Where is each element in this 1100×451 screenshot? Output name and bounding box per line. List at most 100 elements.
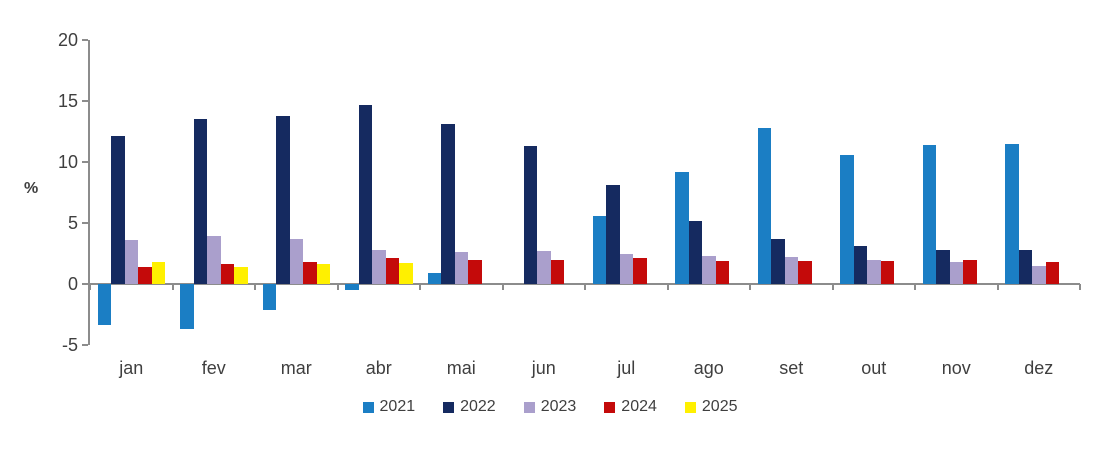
x-tick (666, 284, 669, 290)
bar-2021-jan (97, 284, 111, 326)
bar-2023-dez (1032, 265, 1046, 284)
bar-2021-dez (1005, 143, 1019, 284)
bar-2022-mar (276, 115, 290, 284)
bar-2023-abr (372, 249, 386, 284)
bar-2022-jan (111, 136, 125, 284)
bar-2022-jul (606, 185, 620, 284)
month-label-jun: jun (531, 358, 556, 378)
y-tick (82, 100, 88, 102)
bar-2021-mar (262, 284, 276, 310)
legend-item-2022: 2022 (443, 398, 496, 416)
bar-2024-dez (1045, 262, 1059, 284)
bar-2024-set (798, 260, 812, 284)
bar-2024-out (880, 260, 894, 284)
bar-2024-abr (385, 258, 399, 284)
bar-2023-jun (537, 251, 551, 284)
month-label-mai: mai (446, 358, 476, 378)
bar-2022-abr (358, 104, 372, 284)
y-tick-label: 0 (67, 274, 78, 294)
x-tick (419, 284, 421, 290)
bar-2024-mar (303, 262, 317, 284)
bar-2024-nov (963, 259, 977, 284)
month-label-ago: ago (693, 358, 724, 378)
legend-label-2023: 2023 (540, 398, 577, 415)
bar-2025-fev (234, 266, 248, 284)
y-axis-line (88, 40, 90, 345)
y-tick (82, 344, 88, 346)
y-tick-label: 5 (67, 213, 78, 233)
y-tick (82, 161, 88, 163)
month-label-mar: mar (280, 358, 312, 378)
bar-2021-set (757, 127, 771, 284)
legend-swatch-2022 (443, 401, 455, 413)
month-label-jan: jan (119, 358, 144, 378)
bar-2022-fev (193, 119, 207, 284)
x-tick (996, 284, 999, 290)
bar-2021-nov (922, 144, 936, 284)
bar-2021-jul (592, 215, 606, 284)
legend: 2021 2022 2023 2024 2025 (0, 398, 1100, 416)
legend-item-2025: 2025 (684, 398, 738, 416)
bar-2025-mar (316, 264, 330, 284)
bar-2022-ago (688, 220, 702, 284)
bar-2024-jul (633, 258, 647, 284)
bar-2024-mai (468, 259, 482, 284)
bar-2023-out (867, 259, 881, 284)
x-tick (831, 284, 834, 290)
y-tick-label: 15 (57, 91, 78, 111)
bar-2021-out (840, 154, 854, 284)
bar-2023-ago (702, 255, 716, 284)
x-tick (254, 284, 256, 290)
bar-2023-jul (619, 253, 633, 284)
bar-2022-mai (441, 124, 455, 284)
bar-2021-abr (345, 284, 359, 291)
bar-2022-jun (523, 146, 537, 284)
legend-label-2022: 2022 (460, 398, 496, 415)
bar-2023-mai (454, 252, 468, 284)
legend-label-2021: 2021 (379, 398, 416, 415)
bar-2023-set (784, 257, 798, 284)
y-tick-label: 20 (57, 30, 78, 50)
bar-2022-set (771, 238, 785, 284)
month-label-abr: abr (365, 358, 392, 378)
legend-swatch-2024 (604, 401, 616, 413)
month-label-jul: jul (617, 358, 636, 378)
bar-2022-dez (1018, 249, 1032, 284)
bar-2024-ago (715, 260, 729, 284)
legend-swatch-2021 (362, 401, 374, 413)
y-tick (82, 283, 88, 285)
bar-2021-fev (180, 284, 194, 330)
bar-2024-fev (220, 264, 234, 284)
bar-2024-jun (550, 259, 564, 284)
x-tick (584, 284, 586, 290)
y-axis-title: % (24, 180, 39, 197)
month-label-nov: nov (941, 358, 971, 378)
bar-2024-jan (138, 266, 152, 284)
month-label-fev: fev (201, 358, 226, 378)
legend-item-2023: 2023 (523, 398, 577, 416)
bar-2023-jan (124, 240, 138, 284)
y-tick-label: 10 (57, 152, 78, 172)
x-tick (1079, 284, 1081, 290)
x-tick (749, 284, 751, 290)
x-tick (501, 284, 504, 290)
x-tick (171, 284, 174, 290)
bar-2023-nov (949, 262, 963, 284)
legend-item-2021: 2021 (362, 398, 416, 416)
legend-swatch-2023 (523, 401, 535, 413)
y-tick (82, 39, 88, 41)
y-tick (82, 222, 88, 224)
month-label-out: out (861, 358, 887, 378)
legend-item-2024: 2024 (604, 398, 657, 416)
bar-2022-nov (936, 249, 950, 284)
x-tick (89, 284, 91, 290)
x-tick (336, 284, 339, 290)
month-label-dez: dez (1024, 358, 1054, 378)
bar-2025-jan (151, 262, 165, 284)
legend-label-2024: 2024 (621, 398, 657, 415)
legend-label-2025: 2025 (701, 398, 738, 415)
bar-2025-abr (399, 263, 413, 284)
legend-swatch-2025 (684, 401, 696, 413)
y-tick-label: -5 (61, 335, 78, 355)
